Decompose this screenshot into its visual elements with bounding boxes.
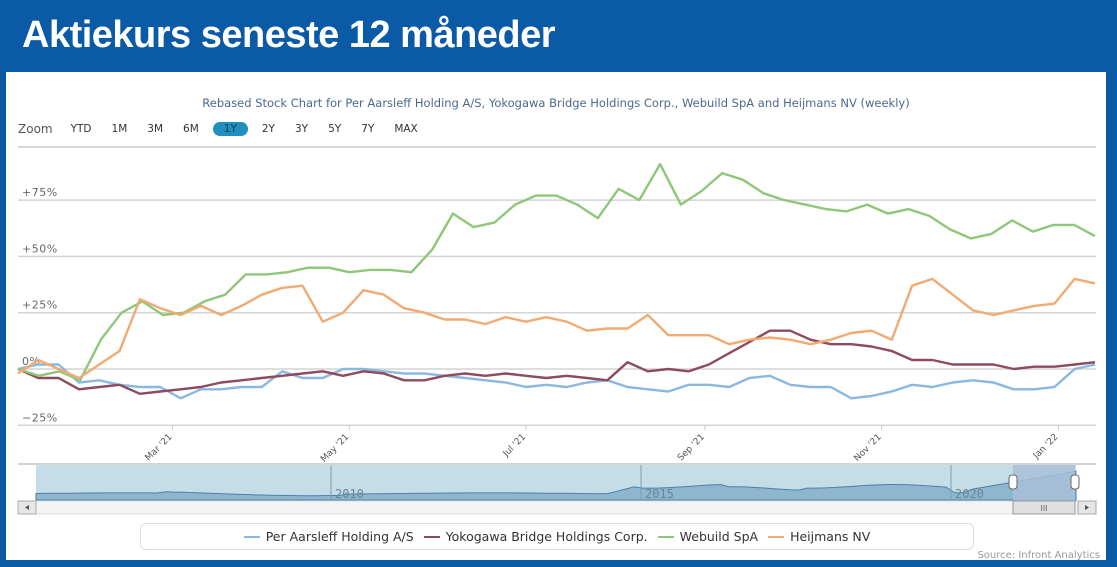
- y-tick-labels: −25%0%+25%+50%+75%: [22, 186, 58, 424]
- series-line-webuild-spa: [17, 162, 1096, 382]
- legend-swatch-icon: [768, 535, 785, 538]
- zoom-label: Zoom: [18, 122, 53, 136]
- zoom-button-3y[interactable]: 3Y: [294, 123, 309, 135]
- x-tick-label: Jul '21: [501, 432, 528, 459]
- zoom-button-1y[interactable]: 1Y: [212, 122, 248, 136]
- zoom-button-max[interactable]: MAX: [394, 123, 418, 135]
- legend-item-webuild[interactable]: Webuild SpA: [657, 529, 759, 544]
- navigator-selected-range[interactable]: [1013, 465, 1075, 501]
- scrollbar-thumb-grip: III: [1040, 504, 1047, 513]
- legend-item-per-aarsleff[interactable]: Per Aarsleff Holding A/S: [243, 529, 414, 544]
- arrow-right-icon: [1085, 505, 1089, 510]
- zoom-bar: Zoom YTD 1M 3M 6M 1Y 2Y 3Y 5Y 7Y MAX: [18, 120, 432, 138]
- series-line-heijmans-nv: [17, 277, 1096, 380]
- legend-swatch-icon: [243, 535, 260, 538]
- legend-label: Yokogawa Bridge Holdings Corp.: [445, 529, 648, 544]
- scrollbar-track[interactable]: [17, 500, 1097, 515]
- x-tick-label: Mar '21: [144, 432, 175, 463]
- x-tick-label: May '21: [319, 432, 351, 464]
- legend-label: Webuild SpA: [679, 529, 759, 544]
- y-tick-label: +75%: [22, 186, 58, 199]
- zoom-button-6m[interactable]: 6M: [183, 123, 199, 135]
- page-title: Aktiekurs seneste 12 måneder: [22, 14, 556, 56]
- y-tick-label: +25%: [22, 299, 58, 312]
- navigator-year-label: 2020: [955, 487, 984, 501]
- x-tick-labels: Mar '21 May '21 Jul '21 Sep '21 Nov '21 Jan '…: [144, 425, 1061, 464]
- navigator-series-area: [35, 470, 1077, 501]
- zoom-button-1m[interactable]: 1M: [111, 123, 128, 135]
- navigator-year-label: 2010: [335, 487, 364, 501]
- zoom-button-ytd[interactable]: YTD: [70, 123, 92, 135]
- legend-swatch-icon: [423, 535, 440, 538]
- x-tick-label: Nov '21: [852, 432, 883, 463]
- navigator-handle-left[interactable]: [1008, 474, 1018, 490]
- chart-svg: −25%0%+25%+50%+75% Mar '21 May '21 Jul '21…: [17, 146, 1097, 515]
- series-lines: [17, 162, 1096, 400]
- navigator-year-label: 2015: [645, 487, 674, 501]
- legend-item-heijmans[interactable]: Heijmans NV: [768, 529, 870, 544]
- zoom-button-7y[interactable]: 7Y: [361, 123, 375, 135]
- y-tick-label: −25%: [22, 411, 58, 424]
- legend-item-yokogawa[interactable]: Yokogawa Bridge Holdings Corp.: [423, 529, 648, 544]
- legend-label: Per Aarsleff Holding A/S: [265, 529, 414, 544]
- chart-panel: −25% 0% +25% +50% +75% Mar '21 May '21 Jul '21…: [6, 72, 1106, 561]
- series-line-yokogawa-bridge-holdings-corp: [17, 329, 1096, 395]
- zoom-button-2y[interactable]: 2Y: [261, 123, 275, 135]
- zoom-button-5y[interactable]: 5Y: [328, 123, 342, 135]
- chart-title: Rebased Stock Chart for Per Aarsleff Hol…: [202, 96, 910, 110]
- navigator-handle-right[interactable]: [1070, 474, 1080, 490]
- source-note: Source: Infront Analytics: [977, 550, 1100, 561]
- x-tick-label: Sep '21: [676, 432, 707, 463]
- y-gridlines: [18, 146, 1096, 427]
- legend-label: Heijmans NV: [790, 529, 871, 544]
- scrollbar-thumb[interactable]: [1012, 500, 1076, 515]
- arrow-left-icon: [25, 505, 29, 510]
- navigator[interactable]: 2010 2015 2020 III: [17, 463, 1097, 515]
- legend-swatch-icon: [657, 535, 674, 538]
- x-tick-label: Jan '22: [1031, 432, 1060, 461]
- legend: Per Aarsleff Holding A/S Yokogawa Bridge…: [140, 523, 974, 550]
- zoom-button-3m[interactable]: 3M: [147, 123, 164, 135]
- y-tick-label: +50%: [22, 242, 58, 255]
- series-line-per-aarsleff-holding-a-s: [17, 363, 1096, 400]
- title-bar: Aktiekurs seneste 12 måneder: [0, 0, 1117, 72]
